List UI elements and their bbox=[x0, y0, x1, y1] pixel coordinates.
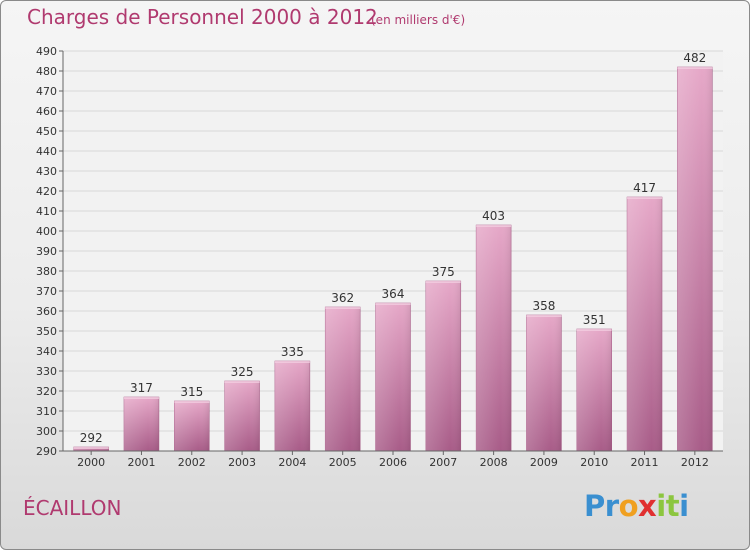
value-label: 362 bbox=[331, 291, 354, 305]
bar-shade bbox=[425, 281, 461, 451]
bar-shade bbox=[526, 315, 562, 451]
chart-title: Charges de Personnel 2000 à 2012 bbox=[27, 5, 378, 29]
value-label: 482 bbox=[683, 51, 706, 65]
bar-shade bbox=[73, 447, 109, 451]
y-tick-label: 490 bbox=[36, 45, 57, 58]
y-tick-label: 330 bbox=[36, 365, 57, 378]
value-label: 292 bbox=[80, 431, 103, 445]
y-tick-label: 290 bbox=[36, 445, 57, 458]
x-tick-label: 2004 bbox=[278, 456, 306, 469]
value-label: 315 bbox=[180, 385, 203, 399]
y-tick-label: 440 bbox=[36, 145, 57, 158]
location-label: ÉCAILLON bbox=[23, 496, 122, 520]
value-label: 317 bbox=[130, 381, 153, 395]
bar-shade bbox=[325, 307, 361, 451]
y-tick-label: 340 bbox=[36, 345, 57, 358]
value-label: 375 bbox=[432, 265, 455, 279]
logo-letter: P bbox=[584, 489, 605, 523]
x-tick-label: 2007 bbox=[429, 456, 457, 469]
value-label: 351 bbox=[583, 313, 606, 327]
x-tick-label: 2012 bbox=[681, 456, 709, 469]
logo-letter: o bbox=[618, 489, 639, 523]
y-tick-label: 350 bbox=[36, 325, 57, 338]
x-tick-label: 2008 bbox=[480, 456, 508, 469]
y-tick-label: 320 bbox=[36, 385, 57, 398]
logo-letter: i bbox=[656, 489, 666, 523]
y-tick-label: 450 bbox=[36, 125, 57, 138]
bar-shade bbox=[576, 329, 612, 451]
y-tick-label: 310 bbox=[36, 405, 57, 418]
y-tick-label: 460 bbox=[36, 105, 57, 118]
value-label: 403 bbox=[482, 209, 505, 223]
chart-subtitle: (en milliers d'€) bbox=[371, 13, 466, 27]
x-tick-label: 2011 bbox=[631, 456, 659, 469]
y-tick-label: 300 bbox=[36, 425, 57, 438]
logo-letter: i bbox=[679, 489, 689, 523]
x-tick-label: 2010 bbox=[580, 456, 608, 469]
x-tick-label: 2003 bbox=[228, 456, 256, 469]
value-label: 417 bbox=[633, 181, 656, 195]
y-tick-label: 410 bbox=[36, 205, 57, 218]
y-tick-label: 370 bbox=[36, 285, 57, 298]
bar-shade bbox=[476, 225, 512, 451]
value-label: 335 bbox=[281, 345, 304, 359]
y-tick-label: 480 bbox=[36, 65, 57, 78]
value-label: 325 bbox=[231, 365, 254, 379]
y-tick-label: 420 bbox=[36, 185, 57, 198]
y-tick-label: 430 bbox=[36, 165, 57, 178]
y-tick-label: 390 bbox=[36, 245, 57, 258]
logo-letter: x bbox=[638, 489, 657, 523]
logo-letter: t bbox=[665, 489, 680, 523]
x-tick-label: 2005 bbox=[329, 456, 357, 469]
bar-shade bbox=[174, 401, 210, 451]
bar-shade bbox=[677, 67, 713, 451]
y-tick-label: 380 bbox=[36, 265, 57, 278]
bar-shade bbox=[274, 361, 310, 451]
x-tick-label: 2000 bbox=[77, 456, 105, 469]
value-label: 358 bbox=[532, 299, 555, 313]
logo-letter: r bbox=[604, 489, 619, 523]
bar-shade bbox=[375, 303, 411, 451]
bar-shade bbox=[123, 397, 159, 451]
x-tick-label: 2001 bbox=[127, 456, 155, 469]
y-tick-label: 360 bbox=[36, 305, 57, 318]
x-tick-label: 2002 bbox=[178, 456, 206, 469]
y-tick-label: 400 bbox=[36, 225, 57, 238]
x-tick-label: 2009 bbox=[530, 456, 558, 469]
value-label: 364 bbox=[382, 287, 405, 301]
bar-shade bbox=[224, 381, 260, 451]
x-tick-label: 2006 bbox=[379, 456, 407, 469]
y-tick-label: 470 bbox=[36, 85, 57, 98]
proxiti-logo: Proxiti bbox=[584, 489, 689, 523]
bar-shade bbox=[627, 197, 663, 451]
